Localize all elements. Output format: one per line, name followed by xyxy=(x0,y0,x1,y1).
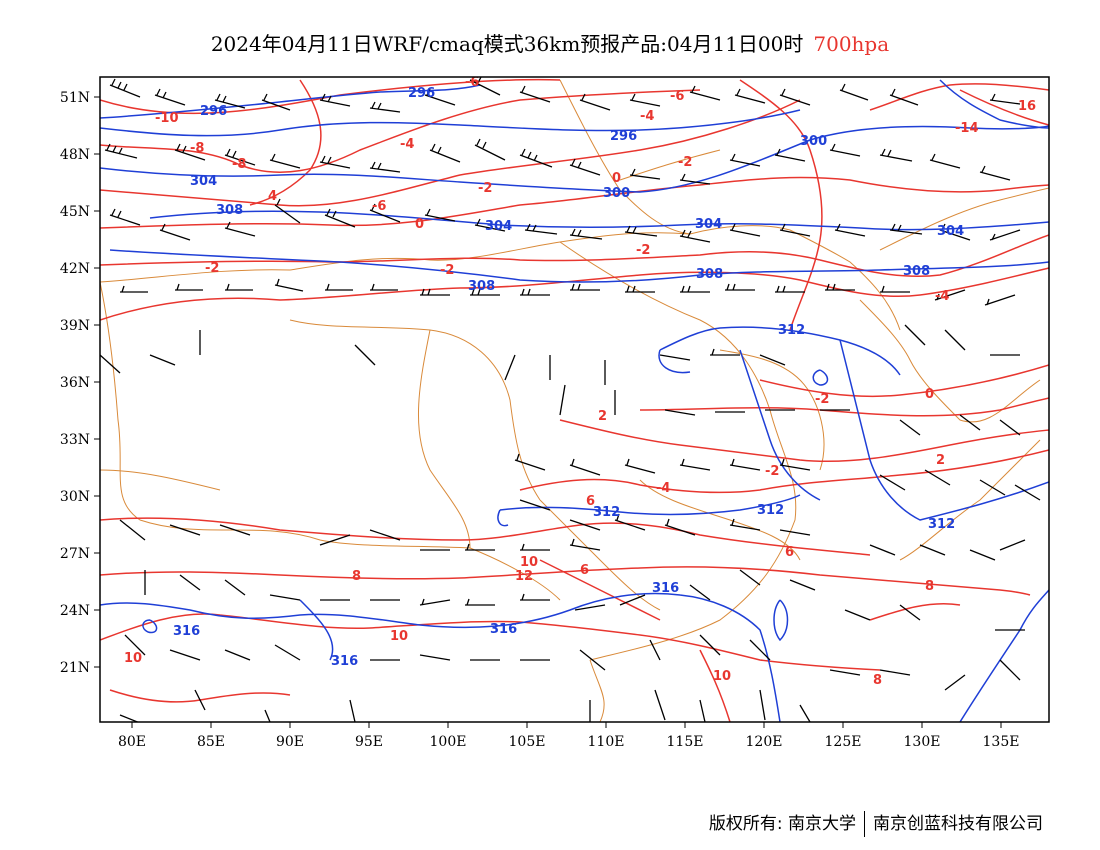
contour-label: 308 xyxy=(903,264,930,279)
copyright-text: 版权所有: 南京大学 xyxy=(708,814,856,834)
contour-label: -2 xyxy=(765,464,779,479)
longitude-labels: 80E 85E 90E 95E 100E 105E 110E 115E 120E… xyxy=(118,734,1020,750)
lon-label: 95E xyxy=(355,734,383,750)
contour-label: -14 xyxy=(955,121,979,136)
footer-divider xyxy=(864,811,865,837)
lat-label: 48N xyxy=(60,147,90,163)
lat-label: 51N xyxy=(60,90,90,106)
contour-label: 8 xyxy=(352,569,361,584)
contour-label: 304 xyxy=(695,217,722,232)
lat-label: 39N xyxy=(60,318,90,334)
contour-label: 296 xyxy=(610,129,637,144)
contour-label: 6 xyxy=(586,494,595,509)
lon-label: 120E xyxy=(746,734,783,750)
geopotential-labels: 296 296 296 300 300 304 304 304 308 308 … xyxy=(173,86,964,669)
contour-label: 0 xyxy=(612,171,621,186)
contour-label: 2 xyxy=(598,409,607,424)
contour-label: 6 xyxy=(580,563,589,578)
lon-label: 135E xyxy=(983,734,1020,750)
contour-label: -6 xyxy=(465,75,479,90)
contour-label: 316 xyxy=(331,654,358,669)
lon-label: 85E xyxy=(197,734,225,750)
contour-label: 304 xyxy=(485,219,512,234)
lon-label: 130E xyxy=(904,734,941,750)
contour-label: 8 xyxy=(873,673,882,688)
contour-label: -2 xyxy=(478,181,492,196)
contour-label: 304 xyxy=(190,174,217,189)
contour-label: 308 xyxy=(468,279,495,294)
lat-label: 21N xyxy=(60,660,90,676)
contour-label: 304 xyxy=(937,224,964,239)
geopotential-contours xyxy=(100,79,1049,722)
wind-barbs xyxy=(100,77,1041,722)
contour-label: 316 xyxy=(490,622,517,637)
contour-label: -4 xyxy=(656,481,670,496)
country-borders xyxy=(100,79,1049,722)
lat-label: 36N xyxy=(60,375,90,391)
lon-label: 110E xyxy=(588,734,625,750)
contour-label: 316 xyxy=(173,624,200,639)
contour-label: 296 xyxy=(408,86,435,101)
contour-label: -8 xyxy=(190,141,204,156)
contour-label: -2 xyxy=(815,392,829,407)
contour-label: 308 xyxy=(696,267,723,282)
contour-label: 10 xyxy=(713,669,731,684)
contour-label: 308 xyxy=(216,203,243,218)
lat-label: 33N xyxy=(60,432,90,448)
contour-label: -2 xyxy=(440,263,454,278)
contour-label: 16 xyxy=(1018,99,1036,114)
plot-frame xyxy=(99,76,1050,723)
contour-label: 300 xyxy=(800,134,827,149)
contour-label: -2 xyxy=(636,243,650,258)
lon-label: 90E xyxy=(276,734,304,750)
contour-label: 316 xyxy=(652,581,679,596)
contour-label: -4 xyxy=(640,109,654,124)
copyright-footer: 版权所有: 南京大学 南京创蓝科技有限公司 xyxy=(709,809,1043,837)
contour-label: 4 xyxy=(268,189,277,204)
temperature-labels: -10 -8 -8 -6 -6 -4 -4 -2 -2 -2 -2 -2 0 0… xyxy=(124,75,1036,688)
contour-label: -6 xyxy=(372,199,386,214)
temperature-contours xyxy=(100,78,1049,722)
contour-label: 312 xyxy=(593,505,620,520)
contour-label: 10 xyxy=(520,555,538,570)
contour-label: -4 xyxy=(935,289,949,304)
contour-label: 0 xyxy=(415,217,424,232)
company-name: 南京创蓝科技有限公司 xyxy=(873,814,1043,834)
title-text: 2024年04月11日WRF/cmaq模式36km预报产品:04月11日00时 xyxy=(210,32,804,56)
contour-label: -4 xyxy=(400,137,414,152)
axis-ticks xyxy=(94,96,1002,728)
contour-label: 10 xyxy=(124,651,142,666)
contour-label: -2 xyxy=(678,155,692,170)
lon-label: 115E xyxy=(667,734,704,750)
lon-label: 80E xyxy=(118,734,146,750)
contour-label: 10 xyxy=(390,629,408,644)
contour-label: -2 xyxy=(205,261,219,276)
contour-label: 312 xyxy=(778,323,805,338)
contour-label: -8 xyxy=(232,157,246,172)
contour-label: -10 xyxy=(155,111,179,126)
contour-label: 312 xyxy=(757,503,784,518)
lat-label: 42N xyxy=(60,261,90,277)
contour-label: 2 xyxy=(936,453,945,468)
lon-label: 100E xyxy=(430,734,467,750)
contour-label: 300 xyxy=(603,186,630,201)
contour-label: 12 xyxy=(515,569,533,584)
map-title: 2024年04月11日WRF/cmaq模式36km预报产品:04月11日00时 7… xyxy=(0,28,1100,57)
latitude-labels: 51N 48N 45N 42N 39N 36N 33N 30N 27N 24N … xyxy=(60,90,90,676)
lat-label: 24N xyxy=(60,603,90,619)
contour-label: 296 xyxy=(200,104,227,119)
contour-label: 8 xyxy=(925,579,934,594)
lat-label: 27N xyxy=(60,546,90,562)
lat-label: 45N xyxy=(60,204,90,220)
lat-label: 30N xyxy=(60,489,90,505)
lon-label: 125E xyxy=(825,734,862,750)
pressure-level-label: 700hpa xyxy=(813,32,890,56)
contour-label: 6 xyxy=(785,545,794,560)
contour-label: -6 xyxy=(670,89,684,104)
contour-label: 0 xyxy=(925,387,934,402)
lon-label: 105E xyxy=(509,734,546,750)
contour-label: 312 xyxy=(928,517,955,532)
